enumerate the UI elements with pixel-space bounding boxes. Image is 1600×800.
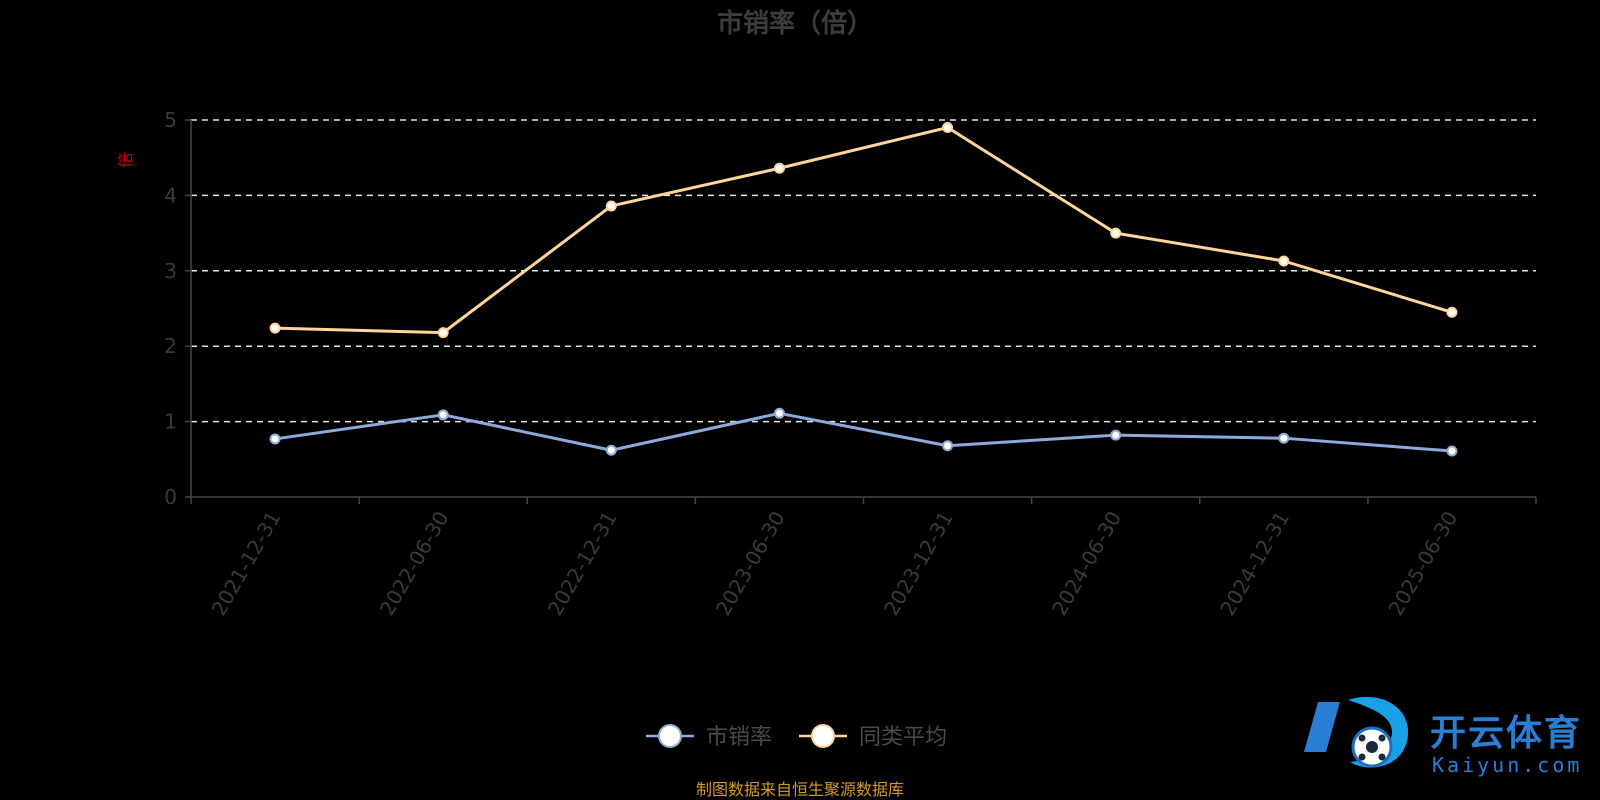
y-tick-labels: 0 1 2 3 4 5 [164, 108, 177, 509]
x-tick-label: 2022-12-31 [543, 507, 622, 620]
data-point[interactable] [942, 440, 954, 452]
series-2 [269, 122, 1458, 339]
data-point[interactable] [1110, 429, 1122, 441]
axes [185, 119, 1537, 504]
y-tick-label: 1 [164, 410, 177, 434]
series-1 [269, 407, 1458, 457]
data-point[interactable] [437, 409, 449, 421]
chart-title: 市销率（倍） [717, 8, 873, 39]
brand-logo-icon [1304, 696, 1409, 768]
legend-label: 市销率 [706, 725, 772, 750]
data-point[interactable] [605, 200, 617, 212]
x-tick-label: 2023-06-30 [711, 507, 790, 620]
x-tick-label: 2025-06-30 [1383, 507, 1462, 620]
data-point[interactable] [605, 444, 617, 456]
data-point[interactable] [942, 122, 954, 134]
y-tick-label: 2 [164, 334, 177, 358]
x-tick-label: 2023-12-31 [879, 507, 958, 620]
legend-label: 同类平均 [859, 725, 947, 750]
legend-item[interactable]: 市销率 [646, 724, 772, 750]
x-tick-label: 2021-12-31 [207, 507, 286, 620]
x-tick-label: 2024-12-31 [1215, 507, 1294, 620]
x-tick-label: 2024-06-30 [1047, 507, 1126, 620]
y-tick-label: 0 [164, 485, 177, 509]
series-line [274, 411, 1453, 453]
y-axis-unit-label: 倍 [116, 152, 135, 168]
data-point[interactable] [269, 322, 281, 334]
y-tick-label: 3 [164, 259, 177, 283]
data-point[interactable] [1110, 227, 1122, 239]
legend-item[interactable]: 同类平均 [799, 724, 947, 750]
y-tick-label: 4 [164, 183, 177, 207]
source-note: 制图数据来自恒生聚源数据库 [696, 780, 904, 799]
series-lines [269, 122, 1458, 457]
data-point[interactable] [437, 327, 449, 339]
data-point[interactable] [1278, 255, 1290, 267]
brand-watermark: 开云体育 Kaiyun.com [1304, 696, 1582, 777]
legend: 市销率 同类平均 [646, 724, 947, 750]
y-tick-label: 5 [164, 108, 177, 132]
brand-name-en: Kaiyun.com [1432, 753, 1582, 777]
brand-name-cn: 开云体育 [1430, 713, 1582, 754]
x-tick-labels: 2021-12-31 2022-06-30 2022-12-31 2023-06-30… [207, 507, 1463, 620]
data-point[interactable] [269, 433, 281, 445]
x-tick-label: 2022-06-30 [375, 507, 454, 620]
data-point[interactable] [1446, 306, 1458, 318]
legend-marker-icon [811, 724, 835, 748]
legend-marker-icon [658, 724, 682, 748]
data-point[interactable] [773, 162, 785, 174]
data-point[interactable] [1278, 432, 1290, 444]
series-line [275, 126, 1453, 335]
data-point[interactable] [1446, 445, 1458, 457]
grid-lines [191, 119, 1536, 423]
data-point[interactable] [773, 407, 785, 419]
